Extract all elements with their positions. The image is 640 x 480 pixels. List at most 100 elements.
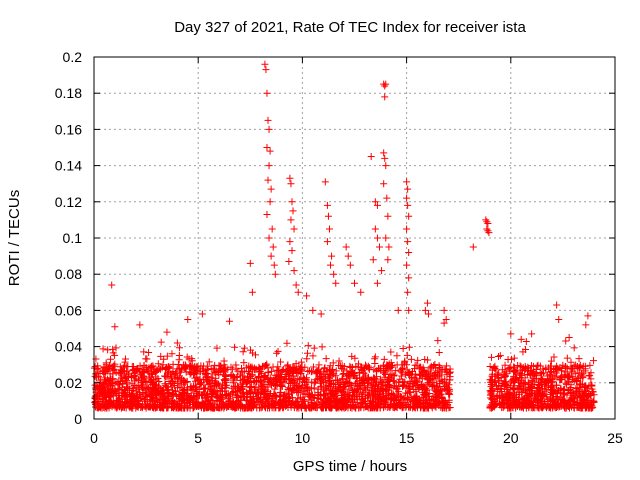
data-point (119, 378, 127, 386)
data-point (271, 392, 279, 400)
data-point (262, 383, 270, 391)
data-point (321, 364, 329, 372)
data-point (142, 364, 150, 372)
data-point (507, 330, 515, 338)
data-point (382, 234, 390, 242)
data-point (277, 358, 285, 366)
data-point (242, 396, 250, 404)
data-point (491, 365, 499, 373)
data-point (145, 368, 153, 376)
data-point (288, 247, 296, 255)
data-point (293, 382, 301, 390)
data-point (203, 373, 211, 381)
data-point (421, 372, 429, 380)
data-point (150, 386, 158, 394)
data-point (173, 339, 181, 347)
data-point (181, 364, 189, 372)
data-point (513, 385, 521, 393)
data-point (487, 391, 495, 399)
data-point (377, 401, 385, 409)
data-point (483, 218, 491, 226)
data-point (295, 401, 303, 409)
data-point (511, 377, 519, 385)
data-point (304, 342, 312, 350)
data-point (174, 383, 182, 391)
data-point (244, 374, 252, 382)
data-point (269, 243, 277, 251)
data-point (106, 385, 114, 393)
data-point (330, 270, 338, 278)
data-point (572, 378, 580, 386)
data-point (423, 386, 431, 394)
data-point (568, 376, 576, 384)
data-point (368, 382, 376, 390)
data-point (522, 345, 530, 353)
data-point (380, 355, 388, 363)
data-point (265, 125, 273, 133)
data-point (252, 365, 260, 373)
data-point (510, 384, 518, 392)
data-point (346, 261, 354, 269)
data-point (272, 391, 280, 399)
data-point (323, 201, 331, 209)
data-point (348, 369, 356, 377)
data-point (94, 404, 102, 412)
data-point (136, 362, 144, 370)
data-point (365, 391, 373, 399)
data-point (436, 391, 444, 399)
data-point (373, 388, 381, 396)
data-point (318, 404, 326, 412)
data-point (343, 397, 351, 405)
data-point (316, 391, 324, 399)
data-point (405, 343, 413, 351)
data-point (158, 364, 166, 372)
data-point (175, 404, 183, 412)
data-point (191, 369, 199, 377)
data-point (543, 379, 551, 387)
data-point (219, 399, 227, 407)
data-point (547, 396, 555, 404)
data-point (264, 394, 272, 402)
data-point (305, 367, 313, 375)
data-point (128, 386, 136, 394)
data-point (154, 375, 162, 383)
data-point (262, 361, 270, 369)
data-point (570, 344, 578, 352)
data-point (587, 401, 595, 409)
data-point (423, 299, 431, 307)
data-point (284, 361, 292, 369)
data-point (329, 393, 337, 401)
data-point (401, 357, 409, 365)
data-point (100, 391, 108, 399)
data-point (116, 381, 124, 389)
data-point (561, 404, 569, 412)
data-point (175, 356, 183, 364)
data-point (285, 258, 293, 266)
data-point (124, 384, 132, 392)
data-point (160, 355, 168, 363)
data-point (500, 379, 508, 387)
data-point (590, 357, 598, 365)
data-point (324, 394, 332, 402)
data-point (140, 369, 148, 377)
data-point (268, 367, 276, 375)
data-point (224, 365, 232, 373)
data-point (178, 381, 186, 389)
data-point (175, 344, 183, 352)
x-tick-label: 0 (90, 430, 98, 446)
data-point (294, 288, 302, 296)
data-point (498, 394, 506, 402)
data-point (305, 389, 313, 397)
x-tick-label: 10 (295, 430, 311, 446)
data-point (111, 323, 119, 331)
data-point (283, 339, 291, 347)
data-point (332, 404, 340, 412)
data-point (517, 382, 525, 390)
data-point (114, 385, 122, 393)
data-point (401, 370, 409, 378)
data-point (127, 402, 135, 410)
data-point (412, 370, 420, 378)
data-point (408, 378, 416, 386)
data-point (382, 80, 390, 88)
data-point (149, 381, 157, 389)
